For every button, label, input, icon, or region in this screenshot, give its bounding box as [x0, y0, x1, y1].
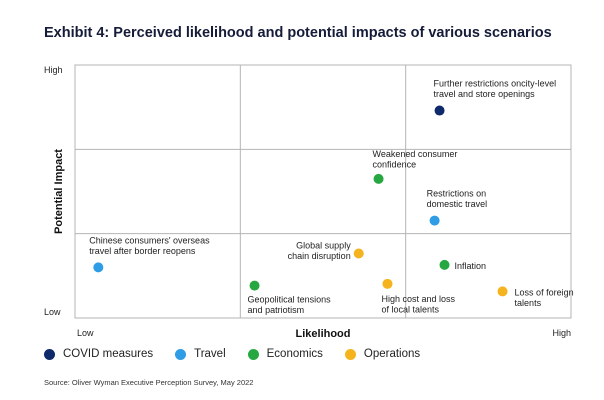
legend-label-4: Operations: [363, 348, 421, 360]
legend-item-1: COVID measures: [44, 348, 153, 360]
legend-item-3: Economics: [247, 348, 323, 360]
point-8: [382, 278, 393, 289]
point-4: [93, 262, 104, 273]
point-3: [429, 215, 440, 226]
legend-item-4: Operations: [344, 348, 421, 360]
legend-label-1: COVID measures: [63, 348, 154, 360]
y-tick-label-high: High: [44, 65, 63, 75]
point-9: [497, 286, 508, 297]
point-label-7: Geopolitical tensions and patriotism: [248, 295, 332, 316]
legend-swatch-3: [247, 348, 259, 360]
legend-label-2: Travel: [194, 348, 226, 360]
x-tick-label-high: High: [552, 328, 571, 338]
point-label-3: Restrictions on domestic travel: [427, 189, 488, 210]
y-axis-label: Potential Impact: [53, 149, 65, 234]
chart-title: Exhibit 4: Perceived likelihood and pote…: [44, 25, 552, 41]
point-label-6: Inflation: [455, 261, 487, 271]
point-1: [434, 105, 445, 116]
legend-swatch-4: [344, 348, 356, 360]
y-tick-label-low: Low: [44, 307, 61, 317]
legend-swatch-2: [175, 348, 187, 360]
source-note: Source: Oliver Wyman Executive Perceptio…: [44, 378, 254, 387]
point-6: [439, 259, 450, 270]
x-tick-label-low: Low: [77, 328, 94, 338]
chart-legend: COVID measures Travel Economics Operations: [44, 348, 420, 360]
point-5: [353, 248, 364, 259]
legend-swatch-1: [44, 348, 55, 360]
point-label-1: Further restrictions oncity-level travel …: [434, 79, 557, 100]
point-label-4: Chinese consumers' overseas travel after …: [89, 235, 210, 256]
point-label-9: Loss of foreign talents: [515, 287, 574, 308]
legend-item-2: Travel: [175, 348, 226, 360]
point-2: [373, 173, 384, 184]
point-label-2: Weakened consumer confidence: [373, 149, 458, 170]
plot-frame: [74, 64, 572, 319]
x-axis-label: Likelihood: [296, 328, 351, 340]
point-label-8: High cost and loss of local talents: [381, 294, 455, 315]
point-label-5: Global supply chain disruption: [288, 240, 352, 260]
legend-label-3: Economics: [266, 348, 323, 360]
point-7: [249, 280, 260, 291]
